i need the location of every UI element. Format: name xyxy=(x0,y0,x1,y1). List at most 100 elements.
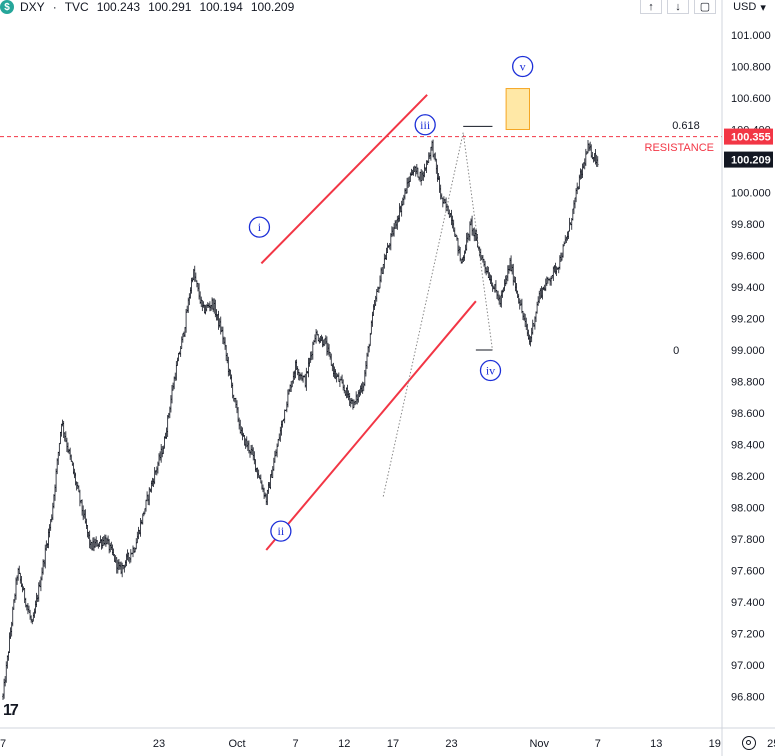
candle xyxy=(66,437,68,452)
candle xyxy=(435,158,438,174)
candle xyxy=(160,444,162,463)
candle xyxy=(533,323,535,327)
candle xyxy=(554,262,557,275)
currency-selector[interactable]: USD ▾ xyxy=(724,0,775,14)
candle xyxy=(125,553,128,567)
candle xyxy=(348,393,351,406)
candle xyxy=(183,331,185,338)
candle xyxy=(544,278,547,292)
arrow-up-button[interactable]: ↑ xyxy=(640,0,662,14)
y-tick-label: 101.000 xyxy=(731,30,771,42)
candle xyxy=(360,383,363,393)
candle xyxy=(353,399,355,408)
candle xyxy=(436,164,439,182)
candle xyxy=(305,367,308,391)
candle xyxy=(450,209,453,226)
candle xyxy=(48,524,51,538)
candle xyxy=(489,274,492,284)
candle xyxy=(330,353,333,366)
candle xyxy=(323,338,326,346)
candle xyxy=(146,491,148,502)
candle xyxy=(462,255,465,262)
candle xyxy=(137,526,140,540)
symbol-separator: · xyxy=(52,0,57,14)
candle xyxy=(124,560,127,568)
candle xyxy=(378,286,380,293)
candle xyxy=(595,154,598,167)
wave-text: iv xyxy=(486,363,495,377)
candle xyxy=(166,415,169,437)
candle xyxy=(61,419,64,427)
candle xyxy=(169,406,171,419)
candle xyxy=(209,301,211,312)
candle xyxy=(507,265,509,282)
candle xyxy=(520,299,522,306)
candle xyxy=(235,397,237,408)
candle xyxy=(377,286,379,293)
candle xyxy=(331,363,334,372)
candle xyxy=(53,494,55,509)
candle xyxy=(531,319,534,335)
y-tick-label: 99.200 xyxy=(731,314,765,326)
candle xyxy=(585,148,587,166)
candle xyxy=(423,163,426,178)
x-tick-label: Nov xyxy=(529,738,549,750)
candle xyxy=(133,547,135,554)
ohlc-open: 100.243 xyxy=(96,0,141,14)
candle xyxy=(427,152,430,163)
candle xyxy=(588,143,590,152)
candle xyxy=(299,372,301,381)
candle xyxy=(398,203,401,222)
candle xyxy=(419,171,421,182)
y-tick-label: 98.800 xyxy=(731,377,765,389)
candle xyxy=(232,394,235,402)
candle xyxy=(165,427,168,440)
candle xyxy=(200,296,203,308)
candle xyxy=(352,399,354,410)
candle xyxy=(188,293,191,306)
candle xyxy=(329,351,331,360)
candle xyxy=(590,144,593,158)
candle xyxy=(422,171,425,181)
candle xyxy=(372,304,375,316)
candle xyxy=(375,289,378,302)
wave-circle xyxy=(512,55,534,78)
symbol-name[interactable]: DXY xyxy=(20,0,45,14)
candle xyxy=(309,351,312,363)
candle xyxy=(351,397,353,405)
candle xyxy=(104,534,106,546)
candle xyxy=(140,519,143,525)
candle xyxy=(96,539,99,547)
candle xyxy=(226,352,229,364)
y-tick-label: 98.400 xyxy=(731,440,765,452)
expand-button[interactable]: ▢ xyxy=(694,0,716,14)
candle xyxy=(128,557,131,564)
wave-circle xyxy=(270,520,292,542)
gear-icon[interactable] xyxy=(742,736,756,750)
candle xyxy=(451,215,454,229)
candle xyxy=(11,606,14,627)
candle xyxy=(18,565,21,574)
y-tick-label: 98.000 xyxy=(731,503,765,515)
candle xyxy=(112,548,115,557)
candle xyxy=(21,583,24,593)
candle xyxy=(296,366,299,376)
candle xyxy=(357,390,360,403)
candle xyxy=(201,299,204,312)
overlay-line-3 xyxy=(382,132,493,497)
candle xyxy=(334,369,337,380)
price-label-text: 100.355 xyxy=(731,132,771,144)
candle xyxy=(115,557,118,574)
candle xyxy=(336,373,339,378)
candle xyxy=(335,372,338,383)
candle xyxy=(262,484,264,493)
candle xyxy=(567,230,570,239)
candle xyxy=(470,218,472,226)
candle xyxy=(180,336,183,349)
candle xyxy=(173,376,175,390)
arrow-down-button[interactable]: ↓ xyxy=(667,0,689,14)
candle xyxy=(417,167,419,178)
candle xyxy=(100,539,103,550)
candle xyxy=(76,481,79,490)
